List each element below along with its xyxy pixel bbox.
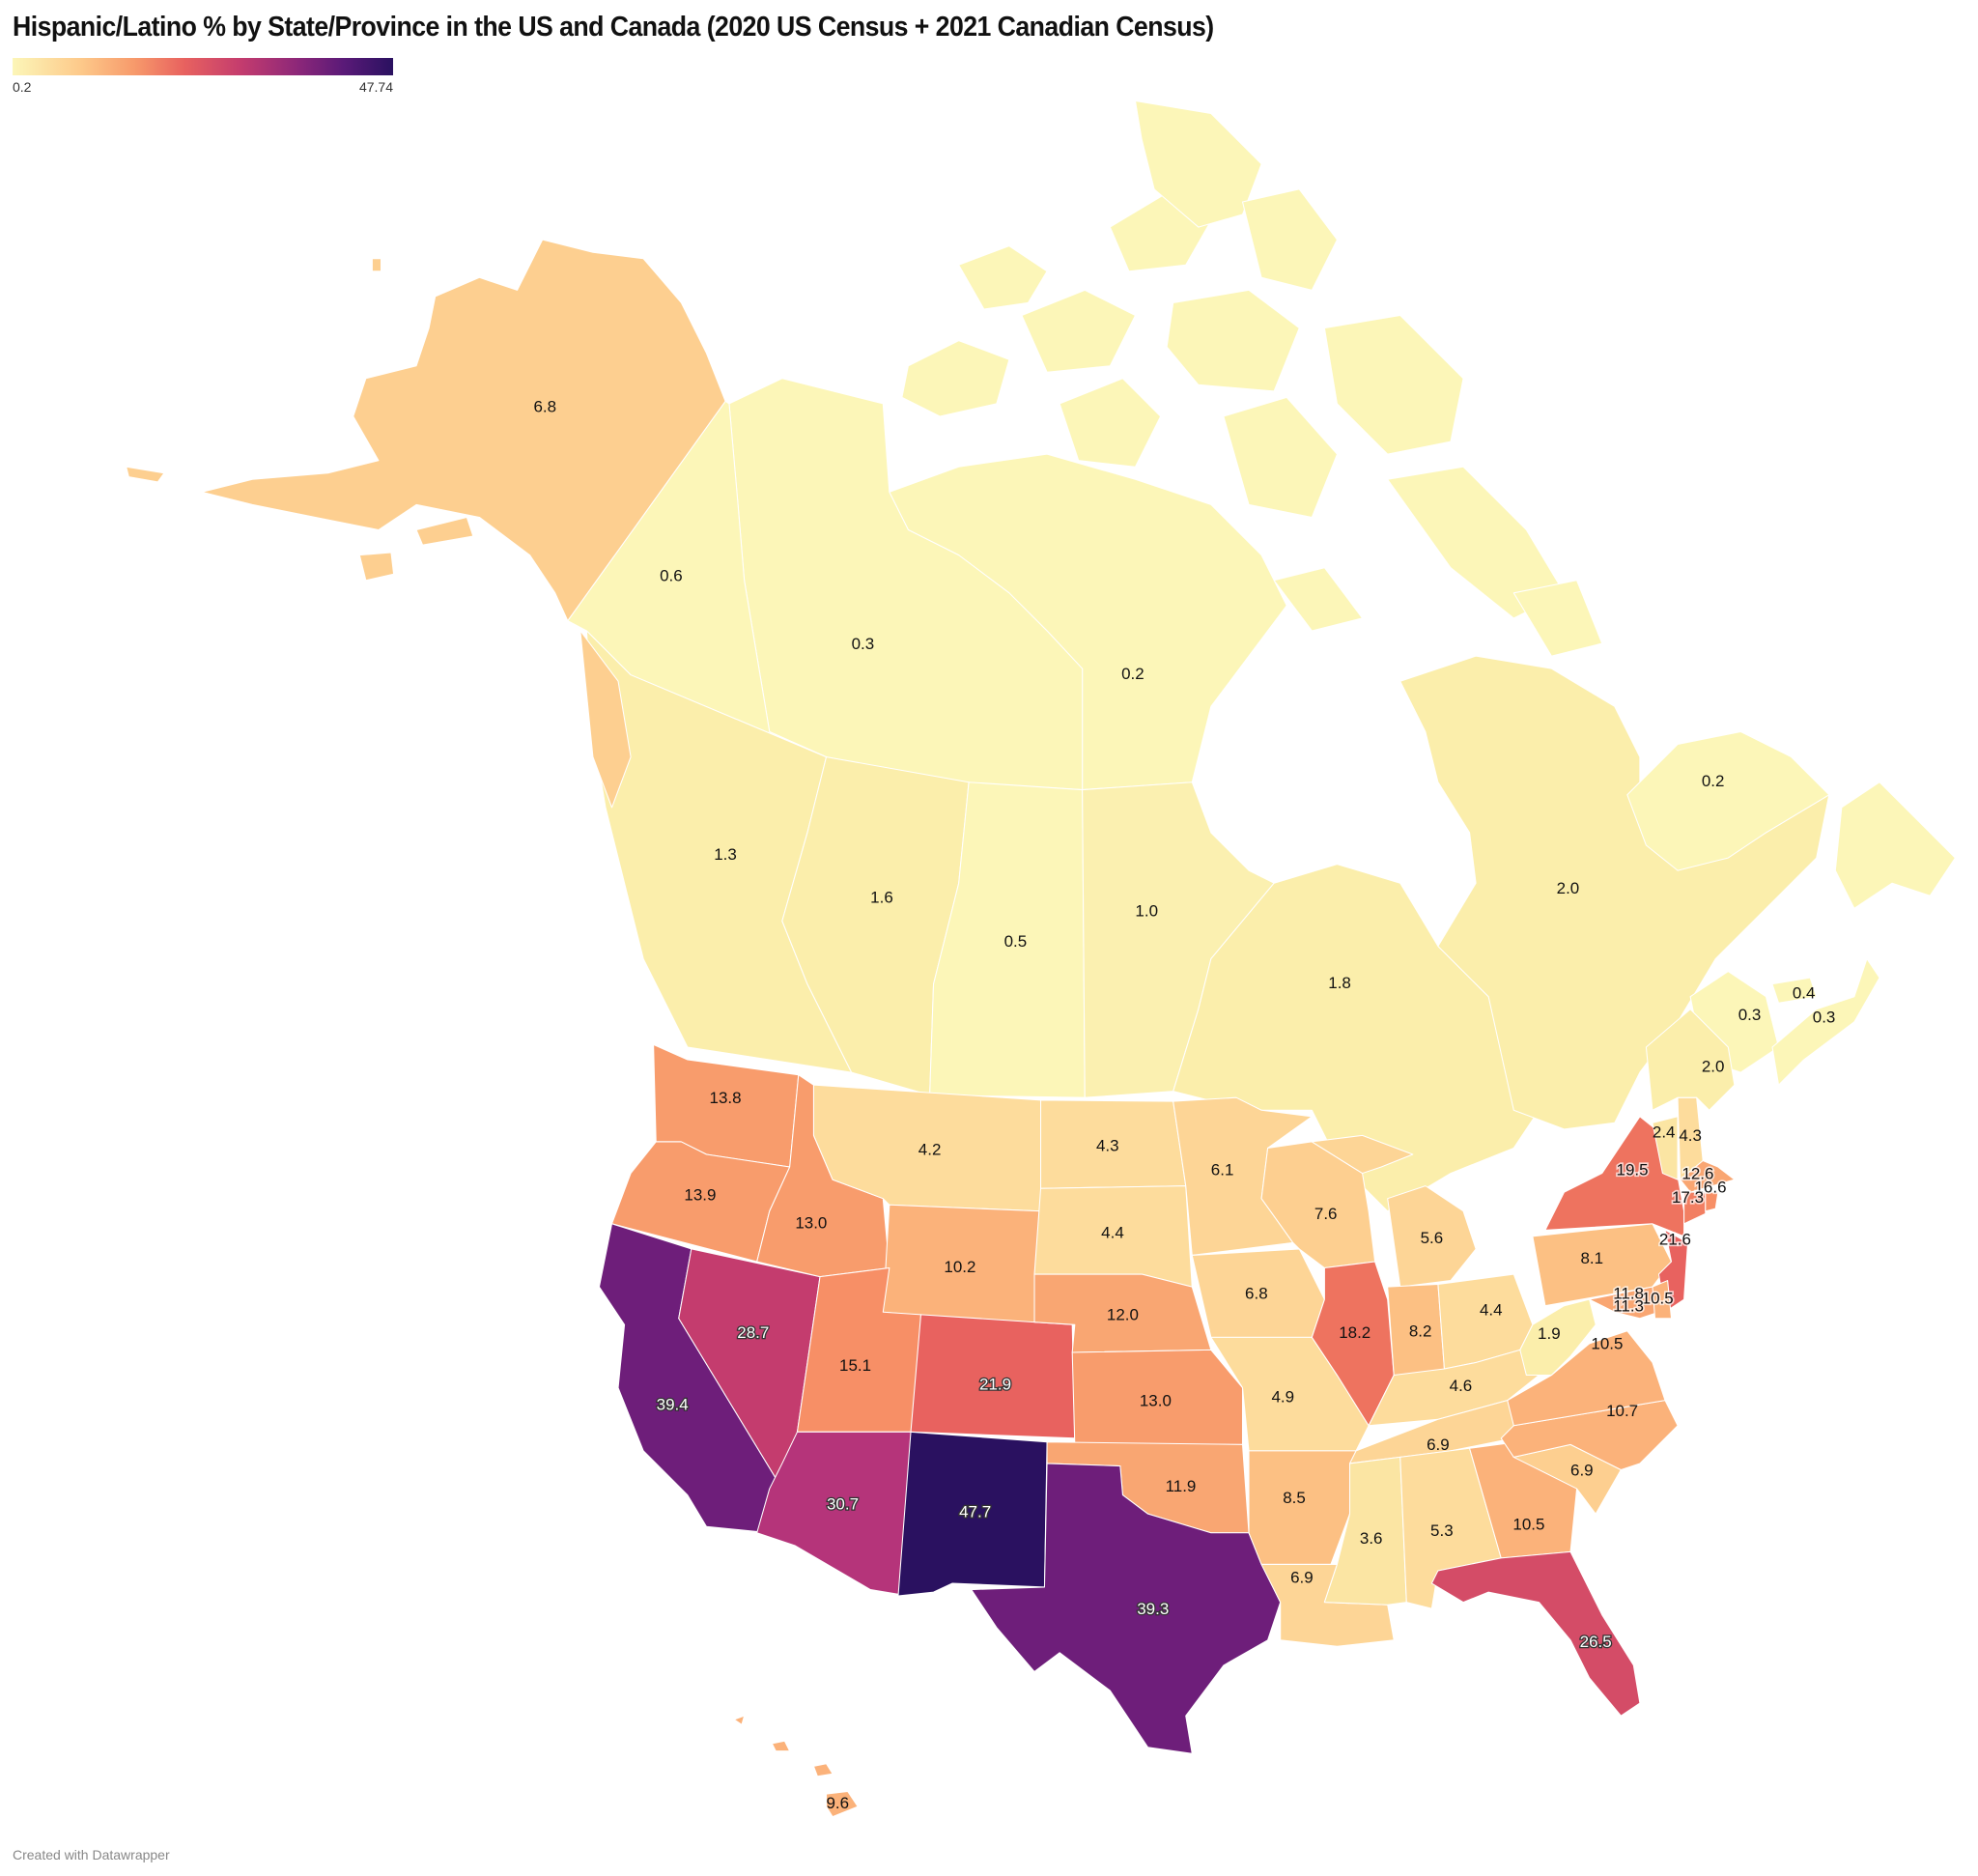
region-hawaii[interactable] bbox=[733, 1715, 859, 1818]
label-arizona: 30.7 bbox=[827, 1495, 859, 1514]
label-tennessee: 6.9 bbox=[1427, 1435, 1450, 1454]
label-kansas: 13.0 bbox=[1140, 1391, 1172, 1409]
label-indiana: 8.2 bbox=[1409, 1322, 1432, 1341]
label-new-york: 19.5 bbox=[1617, 1160, 1649, 1179]
label-alberta: 1.6 bbox=[870, 888, 893, 906]
region-massachusetts[interactable] bbox=[1680, 1159, 1736, 1193]
label-california: 39.4 bbox=[657, 1395, 689, 1413]
label-nova-scotia: 0.3 bbox=[1813, 1008, 1836, 1026]
label-idaho: 13.0 bbox=[795, 1213, 827, 1232]
region-alaska[interactable] bbox=[201, 239, 726, 622]
label-manitoba: 1.0 bbox=[1135, 902, 1158, 921]
legend-gradient-bar bbox=[13, 58, 393, 75]
label-rhode-island: 16.6 bbox=[1695, 1179, 1727, 1197]
label-georgia: 10.5 bbox=[1512, 1515, 1544, 1533]
label-texas: 39.3 bbox=[1137, 1600, 1169, 1618]
label-maine: 2.0 bbox=[1702, 1057, 1725, 1075]
region-rhode-island[interactable] bbox=[1705, 1191, 1719, 1212]
label-ohio: 4.4 bbox=[1480, 1300, 1503, 1319]
label-pennsylvania: 8.1 bbox=[1580, 1249, 1603, 1267]
label-new-hampshire: 4.3 bbox=[1679, 1126, 1702, 1145]
label-new-brunswick: 0.3 bbox=[1738, 1006, 1762, 1024]
label-south-carolina: 6.9 bbox=[1570, 1461, 1594, 1479]
label-nevada: 28.7 bbox=[737, 1323, 769, 1342]
label-michigan: 5.6 bbox=[1421, 1229, 1444, 1247]
label-alaska: 6.8 bbox=[533, 397, 556, 415]
region-quebec[interactable] bbox=[1399, 655, 1830, 1130]
label-massachusetts: 12.6 bbox=[1681, 1164, 1713, 1182]
label-british-columbia: 1.3 bbox=[714, 845, 737, 864]
legend-max-label: 47.74 bbox=[358, 79, 393, 95]
label-wisconsin: 7.6 bbox=[1314, 1205, 1338, 1223]
label-north-carolina: 10.7 bbox=[1606, 1402, 1638, 1420]
region-nova-scotia[interactable] bbox=[1771, 958, 1880, 1086]
label-oklahoma: 11.9 bbox=[1166, 1477, 1197, 1495]
label-saskatchewan: 0.5 bbox=[1004, 932, 1028, 951]
region-vermont[interactable] bbox=[1652, 1116, 1679, 1180]
label-west-virginia: 1.9 bbox=[1538, 1324, 1561, 1343]
color-legend: 0.2 47.74 bbox=[13, 58, 393, 95]
label-minnesota: 6.1 bbox=[1211, 1160, 1234, 1179]
arctic-islands bbox=[901, 99, 1603, 657]
label-northwest-territories: 0.3 bbox=[852, 635, 875, 653]
label-maryland: 11.8 bbox=[1613, 1284, 1644, 1302]
label-new-mexico: 47.7 bbox=[959, 1502, 991, 1521]
region-texas[interactable] bbox=[971, 1463, 1282, 1754]
label-iowa: 6.8 bbox=[1245, 1284, 1268, 1302]
label-illinois: 18.2 bbox=[1339, 1323, 1370, 1342]
label-oregon: 13.9 bbox=[684, 1186, 716, 1205]
region-virginia[interactable] bbox=[1507, 1330, 1666, 1427]
alaska-islands bbox=[126, 258, 632, 809]
footer-credit: Created with Datawrapper bbox=[13, 1847, 170, 1862]
label-south-dakota: 4.4 bbox=[1101, 1224, 1124, 1242]
label-virginia: 10.5 bbox=[1591, 1335, 1623, 1353]
region-yukon[interactable] bbox=[567, 400, 828, 758]
region-kansas[interactable] bbox=[1071, 1349, 1244, 1445]
label-nunavut: 0.2 bbox=[1121, 665, 1144, 683]
label-colorado: 21.9 bbox=[979, 1375, 1011, 1393]
region-maryland[interactable] bbox=[1589, 1286, 1660, 1320]
chart-title: Hispanic/Latino % by State/Province in t… bbox=[13, 12, 1214, 43]
label-north-dakota: 4.3 bbox=[1096, 1137, 1119, 1155]
region-ontario[interactable] bbox=[1173, 864, 1540, 1212]
label-yukon: 0.6 bbox=[660, 566, 683, 584]
region-west-virginia[interactable] bbox=[1519, 1298, 1597, 1377]
label-louisiana: 6.9 bbox=[1290, 1568, 1314, 1586]
region-delaware[interactable] bbox=[1652, 1280, 1673, 1320]
region-newfoundland-island[interactable] bbox=[1834, 782, 1956, 909]
region-florida[interactable] bbox=[1430, 1550, 1641, 1717]
region-connecticut[interactable] bbox=[1683, 1191, 1707, 1225]
label-missouri: 4.9 bbox=[1271, 1388, 1294, 1407]
label-kentucky: 4.6 bbox=[1450, 1377, 1473, 1395]
region-prince-edward-island[interactable] bbox=[1771, 977, 1818, 1004]
value-labels: 6.8 0.6 0.3 0.2 1.3 1.6 0.5 1.0 1.8 2.0 … bbox=[533, 397, 1835, 1812]
label-arkansas: 8.5 bbox=[1283, 1489, 1306, 1507]
label-washington: 13.8 bbox=[710, 1089, 742, 1107]
region-arkansas[interactable] bbox=[1248, 1450, 1357, 1565]
label-utah: 15.1 bbox=[839, 1356, 871, 1375]
label-nebraska: 12.0 bbox=[1107, 1306, 1139, 1324]
label-vermont: 2.4 bbox=[1653, 1123, 1676, 1141]
label-wyoming: 10.2 bbox=[944, 1258, 975, 1276]
label-quebec: 2.0 bbox=[1557, 879, 1580, 897]
label-prince-edward-island: 0.4 bbox=[1793, 984, 1816, 1003]
label-delaware: 10.5 bbox=[1642, 1290, 1674, 1308]
label-ontario: 1.8 bbox=[1328, 974, 1351, 992]
label-hawaii: 9.6 bbox=[826, 1794, 849, 1812]
label-district-of-columbia: 11.3 bbox=[1613, 1296, 1644, 1315]
region-michigan-up[interactable] bbox=[1311, 1134, 1414, 1175]
label-alabama: 5.3 bbox=[1430, 1521, 1454, 1540]
label-montana: 4.2 bbox=[918, 1141, 942, 1159]
label-connecticut: 17.3 bbox=[1672, 1188, 1704, 1207]
legend-min-label: 0.2 bbox=[13, 79, 32, 95]
label-newfoundland-labrador: 0.2 bbox=[1702, 772, 1725, 790]
label-florida: 26.5 bbox=[1580, 1633, 1612, 1651]
region-maine[interactable] bbox=[1645, 1009, 1736, 1111]
label-mississippi: 3.6 bbox=[1360, 1529, 1383, 1548]
region-newfoundland-labrador[interactable] bbox=[1626, 730, 1830, 871]
label-new-jersey: 21.6 bbox=[1659, 1230, 1691, 1248]
